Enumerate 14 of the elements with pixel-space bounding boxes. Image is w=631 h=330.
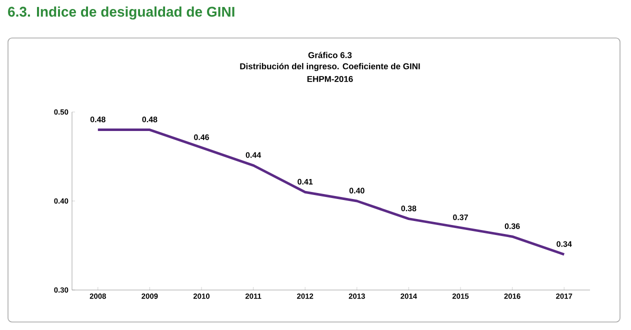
data-label: 0.41: [298, 178, 313, 185]
text: EHPM-2016: [307, 76, 353, 82]
data-label: 0.40: [349, 188, 364, 194]
chart-title: Gráfico 6.3: [308, 52, 352, 58]
data-label: 0.44: [246, 152, 262, 158]
data-label: 0.46: [194, 134, 209, 140]
data-label: 0.37: [453, 214, 468, 220]
data-label: 0.38: [401, 206, 416, 212]
data-label: 0.34: [556, 241, 572, 247]
data-label: 0.48: [142, 116, 158, 122]
data-label: 0.36: [504, 223, 520, 230]
data-label: 0.48: [90, 116, 106, 122]
text: 6.3. Indice de desigualdad de GINI: [8, 6, 234, 20]
chart-subtitle: Distribución del ingreso. Coeficiente de GINI: [240, 62, 420, 72]
